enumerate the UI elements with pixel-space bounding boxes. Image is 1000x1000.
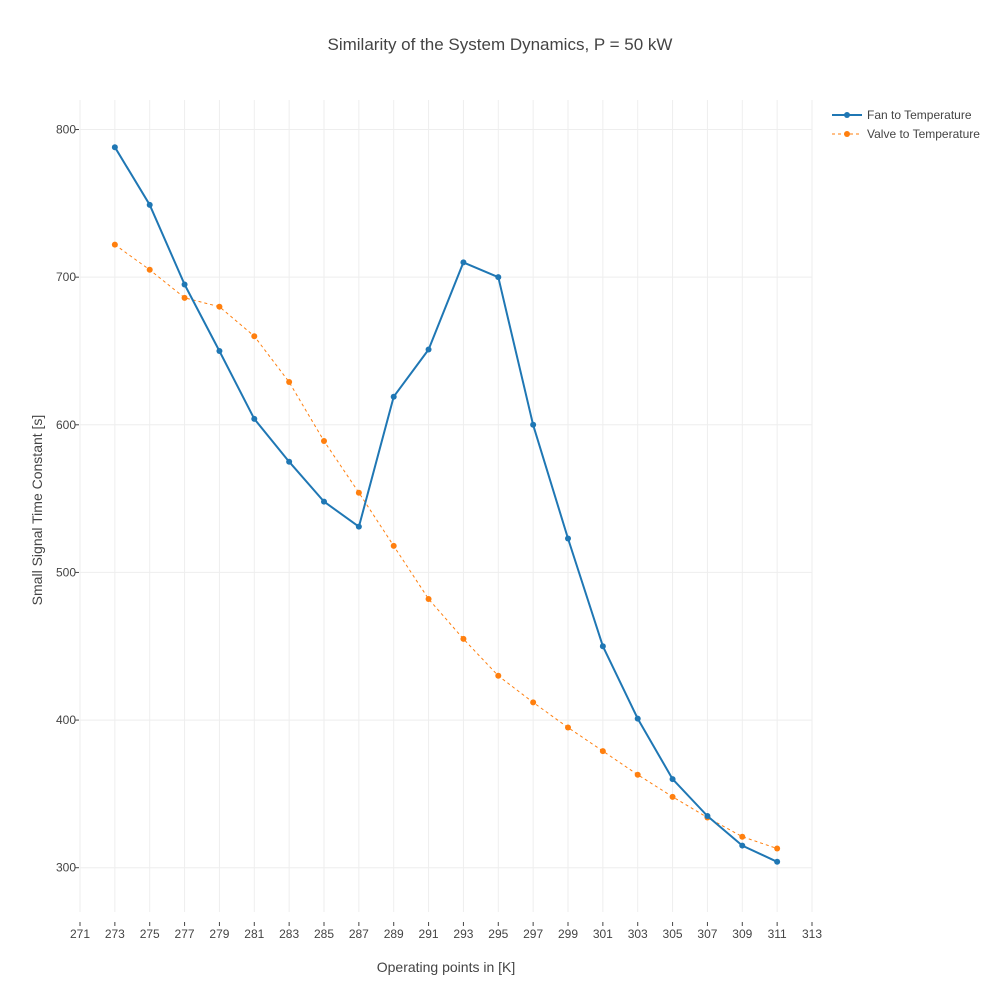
x-tick-label: 301 <box>593 927 613 941</box>
data-point-valve-to-temperature[interactable] <box>286 378 293 385</box>
data-point-fan-to-temperature[interactable] <box>216 347 223 354</box>
data-point-fan-to-temperature[interactable] <box>774 858 781 865</box>
x-tick-label: 283 <box>279 927 299 941</box>
data-point-fan-to-temperature[interactable] <box>460 259 467 266</box>
data-point-valve-to-temperature[interactable] <box>111 241 118 248</box>
data-point-valve-to-temperature[interactable] <box>495 672 502 679</box>
data-point-fan-to-temperature[interactable] <box>321 498 327 505</box>
y-axis-label: Small Signal Time Constant [s] <box>29 415 45 606</box>
data-point-fan-to-temperature[interactable] <box>146 201 153 208</box>
legend-label: Fan to Temperature <box>867 108 972 122</box>
legend-marker <box>844 131 850 137</box>
data-point-valve-to-temperature[interactable] <box>565 724 571 731</box>
x-tick-label: 307 <box>697 927 717 941</box>
data-point-fan-to-temperature[interactable] <box>181 281 188 288</box>
y-tick-label: 300 <box>56 861 76 875</box>
y-tick-label: 600 <box>56 418 76 432</box>
x-tick-label: 293 <box>453 927 473 941</box>
data-point-valve-to-temperature[interactable] <box>739 833 746 840</box>
x-tick-label: 287 <box>349 927 369 941</box>
data-point-fan-to-temperature[interactable] <box>111 144 118 151</box>
legend-item-fan-to-temperature[interactable]: Fan to Temperature <box>832 108 972 122</box>
data-point-fan-to-temperature[interactable] <box>704 813 711 820</box>
x-tick-label: 285 <box>314 927 334 941</box>
data-point-valve-to-temperature[interactable] <box>774 845 781 852</box>
series-line-valve-to-temperature <box>114 244 778 849</box>
data-point-fan-to-temperature[interactable] <box>530 421 537 428</box>
chart-title: Similarity of the System Dynamics, P = 5… <box>328 35 673 54</box>
legend-marker <box>844 112 850 118</box>
data-point-valve-to-temperature[interactable] <box>355 489 362 496</box>
data-point-fan-to-temperature[interactable] <box>251 415 258 422</box>
series-fan-to-temperature <box>111 144 781 865</box>
series-group <box>111 144 781 865</box>
data-point-fan-to-temperature[interactable] <box>669 776 676 783</box>
data-point-fan-to-temperature[interactable] <box>425 346 432 353</box>
data-point-valve-to-temperature[interactable] <box>390 542 397 549</box>
data-point-valve-to-temperature[interactable] <box>251 333 258 340</box>
x-tick-label: 273 <box>105 927 125 941</box>
data-point-valve-to-temperature[interactable] <box>634 771 641 778</box>
data-point-fan-to-temperature[interactable] <box>739 842 746 849</box>
data-point-fan-to-temperature[interactable] <box>634 715 641 722</box>
legend-label: Valve to Temperature <box>867 127 980 141</box>
axes: 271 273 275 277 279 281 283 285 287 289 291 293 295 2… <box>56 123 822 941</box>
data-point-valve-to-temperature[interactable] <box>599 748 606 755</box>
series-valve-to-temperature <box>111 241 781 852</box>
data-point-valve-to-temperature[interactable] <box>216 303 223 310</box>
x-tick-label: 309 <box>732 927 752 941</box>
x-tick-label: 299 <box>558 927 578 941</box>
x-tick-label: 275 <box>140 927 160 941</box>
data-point-valve-to-temperature[interactable] <box>530 699 537 706</box>
data-point-valve-to-temperature[interactable] <box>321 438 327 445</box>
data-point-fan-to-temperature[interactable] <box>599 643 606 650</box>
y-tick-label: 700 <box>56 270 76 284</box>
data-point-valve-to-temperature[interactable] <box>146 266 153 273</box>
data-point-valve-to-temperature[interactable] <box>669 793 676 800</box>
y-tick-label: 800 <box>56 123 76 137</box>
grid-lines <box>79 100 813 912</box>
x-tick-label: 279 <box>209 927 229 941</box>
x-tick-label: 297 <box>523 927 543 941</box>
y-tick-label: 500 <box>56 565 76 579</box>
x-axis-label: Operating points in [K] <box>377 959 516 975</box>
x-tick-label: 291 <box>419 927 439 941</box>
x-tick-label: 305 <box>663 927 683 941</box>
legend-item-valve-to-temperature[interactable]: Valve to Temperature <box>832 127 980 141</box>
x-tick-label: 281 <box>244 927 264 941</box>
data-point-fan-to-temperature[interactable] <box>286 458 293 465</box>
x-tick-label: 313 <box>802 927 822 941</box>
x-tick-label: 311 <box>768 927 787 941</box>
x-tick-label: 303 <box>628 927 648 941</box>
x-tick-label: 289 <box>384 927 404 941</box>
data-point-fan-to-temperature[interactable] <box>495 274 502 281</box>
series-line-fan-to-temperature <box>114 146 778 863</box>
y-tick-label: 400 <box>56 713 76 727</box>
x-tick-label: 295 <box>488 927 508 941</box>
x-tick-label: 277 <box>175 927 195 941</box>
legend[interactable]: Fan to Temperature Valve to Temperature <box>832 108 980 141</box>
data-point-valve-to-temperature[interactable] <box>460 635 467 642</box>
data-point-valve-to-temperature[interactable] <box>425 596 432 603</box>
data-point-fan-to-temperature[interactable] <box>390 393 397 400</box>
data-point-fan-to-temperature[interactable] <box>565 535 571 542</box>
data-point-valve-to-temperature[interactable] <box>181 294 188 301</box>
data-point-fan-to-temperature[interactable] <box>355 523 362 530</box>
x-tick-label: 271 <box>70 927 90 941</box>
